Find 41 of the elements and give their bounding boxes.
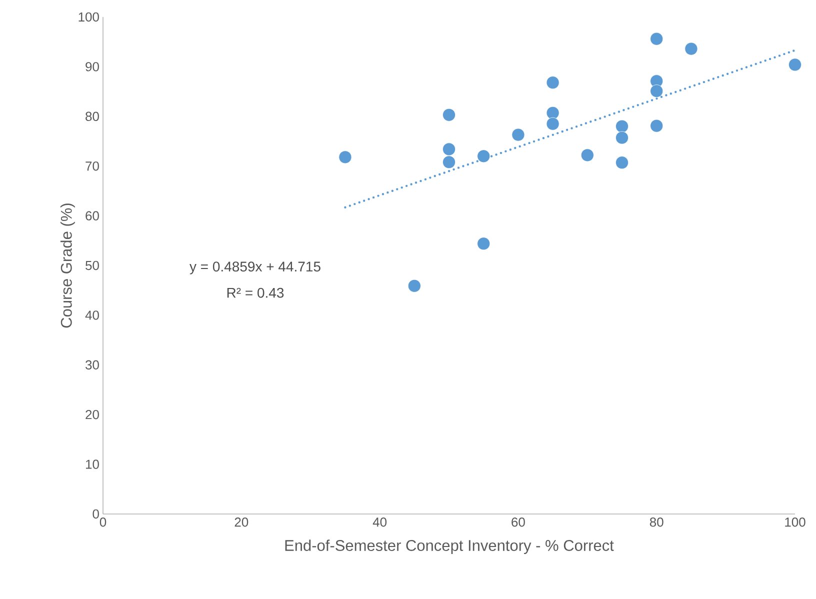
- y-tick-label: 90: [86, 62, 99, 72]
- point: [442, 108, 456, 122]
- y-tick-label: 80: [86, 112, 99, 121]
- point: [408, 279, 421, 292]
- x-tick-label: 60: [512, 518, 525, 527]
- x-axis-title: End-of-Semester Concept Inventory - % Correct: [285, 540, 614, 554]
- x-tick-label: 40: [372, 518, 387, 527]
- point: [442, 142, 456, 156]
- point: [650, 32, 664, 46]
- point: [580, 148, 594, 162]
- y-axis-title: Course Grade (%): [60, 204, 75, 328]
- point: [477, 237, 490, 250]
- y-tick-label: 40: [85, 310, 99, 320]
- y-tick-label: 20: [86, 410, 99, 420]
- x-tick-label: 100: [785, 518, 806, 527]
- point: [546, 106, 560, 120]
- annotation: R² = 0.43: [227, 288, 284, 298]
- point: [616, 131, 629, 144]
- y-tick-label: 10: [86, 460, 99, 469]
- point: [477, 150, 490, 163]
- point: [442, 156, 456, 169]
- y-tick-label: 30: [86, 360, 99, 370]
- y-tick-label: 50: [86, 260, 99, 270]
- point: [546, 76, 560, 90]
- x-tick-label: 80: [650, 518, 664, 527]
- y-tick-label: 60: [86, 211, 99, 220]
- point: [650, 119, 664, 132]
- x-tick-label: 0: [100, 518, 106, 527]
- annotation: y = 0.4859x + 44.715: [190, 262, 320, 274]
- x-tick-label: 20: [234, 518, 248, 527]
- point: [616, 120, 629, 133]
- point: [512, 128, 525, 142]
- point: [684, 42, 698, 56]
- point: [788, 58, 802, 72]
- point: [546, 117, 560, 130]
- point: [616, 156, 629, 170]
- y-tick-label: 0: [92, 509, 99, 519]
- point: [650, 84, 664, 98]
- y-tick-label: 70: [86, 161, 99, 171]
- point: [338, 150, 352, 164]
- y-tick-label: 100: [78, 12, 99, 22]
